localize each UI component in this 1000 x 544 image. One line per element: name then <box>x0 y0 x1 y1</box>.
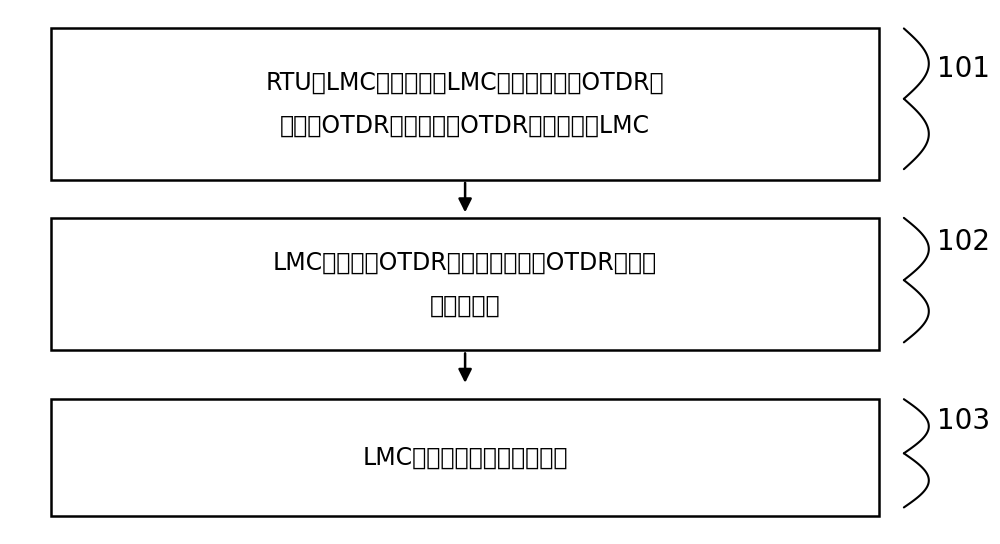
Text: LMC接收所述OTDR曲线，根据所述OTDR曲线进: LMC接收所述OTDR曲线，根据所述OTDR曲线进 <box>273 251 657 275</box>
FancyBboxPatch shape <box>51 218 879 350</box>
Text: 行故障分析: 行故障分析 <box>430 294 500 318</box>
Text: 103: 103 <box>937 407 990 435</box>
Text: 102: 102 <box>937 228 990 256</box>
Text: 试，将OTDR测试得到的OTDR曲线发送给LMC: 试，将OTDR测试得到的OTDR曲线发送给LMC <box>280 114 650 138</box>
Text: RTU在LMC的控制下对LMC指定光纤进行OTDR测: RTU在LMC的控制下对LMC指定光纤进行OTDR测 <box>266 71 664 95</box>
FancyBboxPatch shape <box>51 399 879 516</box>
Text: LMC存储所述故障分析的结果: LMC存储所述故障分析的结果 <box>362 446 568 469</box>
Text: 101: 101 <box>937 55 990 83</box>
FancyBboxPatch shape <box>51 28 879 180</box>
